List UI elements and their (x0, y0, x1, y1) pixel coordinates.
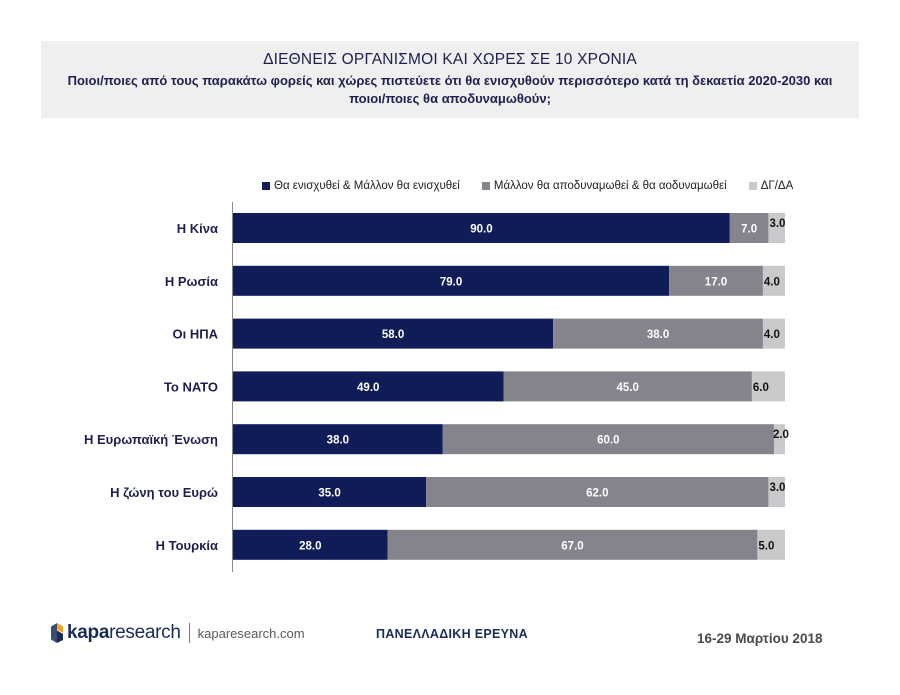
data-label: 7.0 (741, 224, 757, 236)
data-label: 60.0 (597, 435, 619, 447)
category-label: Η Κίνα (177, 221, 218, 236)
data-label: 62.0 (586, 488, 608, 500)
category-label: Η ζώνη του Ευρώ (110, 485, 218, 500)
data-label: 45.0 (616, 382, 638, 394)
bar-segment-dk (757, 529, 785, 560)
data-label: 17.0 (705, 276, 727, 288)
survey-date: 16-29 Μαρτίου 2018 (697, 631, 823, 646)
logo-wordmark: kaparesearch (67, 622, 181, 644)
bar-segment-strengthen (233, 424, 443, 455)
logo-divider (188, 623, 190, 643)
data-label: 38.0 (327, 435, 349, 447)
bar-segment-dk (773, 424, 785, 455)
bar-segment-weaken (426, 477, 769, 507)
data-label: 38.0 (647, 329, 669, 341)
legend-swatch-dk (748, 182, 757, 190)
data-label: 28.0 (299, 540, 321, 552)
bar-segment-strengthen (233, 213, 730, 243)
logo-wordmark-light: research (109, 622, 181, 643)
legend-label-weaken: Μάλλον θα αποδυναμωθεί & θα αοδυναμωθεί (493, 180, 727, 192)
legend-item-dk: ΔΓ/ΔΑ (748, 180, 794, 192)
legend-label-dk: ΔΓ/ΔΑ (760, 180, 794, 192)
category-label: Το ΝΑΤΟ (164, 379, 218, 394)
chart-subtitle: Ποιοι/ποιες από τους παρακάτω φορείς και… (67, 73, 833, 106)
bar-segment-weaken (503, 371, 752, 402)
bar-segment-dk (768, 477, 785, 507)
category-label: Η Ρωσία (165, 274, 218, 289)
bar-segment-dk (751, 371, 785, 402)
category-label: Η Τουρκία (156, 538, 218, 553)
bar-segment-weaken (387, 529, 758, 560)
data-label: 58.0 (382, 329, 404, 341)
data-label: 6.0 (753, 382, 769, 394)
data-label: 90.0 (470, 224, 492, 236)
data-label: 2.0 (773, 429, 789, 441)
kapa-research-logo: kaparesearch kaparesearch.com (50, 622, 305, 644)
survey-label: ΠΑΝΕΛΛΑΔΙΚΗ ΕΡΕΥΝΑ (376, 627, 528, 641)
bar-segment-weaken (553, 318, 763, 349)
kapa-logo-icon (50, 622, 64, 644)
data-label: 35.0 (318, 488, 340, 500)
bar-segment-weaken (669, 265, 763, 296)
bar-segment-strengthen (233, 371, 504, 402)
title-box: ΔΙΕΘΝΕΙΣ ΟΡΓΑΝΙΣΜΟΙ ΚΑΙ ΧΩΡΕΣ ΣΕ 10 ΧΡΟΝ… (41, 41, 859, 118)
bar-segment-weaken (729, 213, 769, 243)
bar-segment-weaken (442, 424, 774, 455)
data-label: 4.0 (764, 276, 780, 288)
category-label: Η Ευρωπαϊκή Ένωση (84, 432, 218, 447)
bar-segment-strengthen (233, 318, 554, 349)
category-label: Οι ΗΠΑ (173, 327, 219, 342)
data-label: 4.0 (764, 329, 780, 341)
bar-segment-strengthen (233, 265, 670, 296)
data-label: 79.0 (440, 276, 462, 288)
data-label: 3.0 (769, 482, 785, 494)
bar-segment-strengthen (233, 477, 427, 507)
bar-segment-strengthen (233, 529, 388, 560)
bar-segment-dk (762, 318, 785, 349)
legend-swatch-weaken (481, 182, 490, 190)
legend-label-strengthen: Θα ενισχυθεί & Μάλλον θα ενισχυθεί (274, 180, 460, 192)
legend: Θα ενισχυθεί & Μάλλον θα ενισχυθεί Μάλλο… (262, 178, 793, 194)
logo-url: kaparesearch.com (197, 625, 305, 641)
chart-title: ΔΙΕΘΝΕΙΣ ΟΡΓΑΝΙΣΜΟΙ ΚΑΙ ΧΩΡΕΣ ΣΕ 10 ΧΡΟΝ… (263, 51, 637, 68)
legend-swatch-strengthen (262, 182, 270, 190)
data-label: 3.0 (769, 218, 785, 230)
data-label: 67.0 (561, 540, 583, 552)
data-label: 5.0 (758, 540, 774, 552)
bar-segment-dk (768, 213, 785, 243)
logo-wordmark-bold: kapa (67, 622, 110, 643)
bar-segment-dk (762, 265, 785, 296)
data-label: 49.0 (357, 382, 379, 394)
legend-item-weaken: Μάλλον θα αποδυναμωθεί & θα αοδυναμωθεί (481, 180, 727, 192)
legend-item-strengthen: Θα ενισχυθεί & Μάλλον θα ενισχυθεί (262, 180, 460, 192)
